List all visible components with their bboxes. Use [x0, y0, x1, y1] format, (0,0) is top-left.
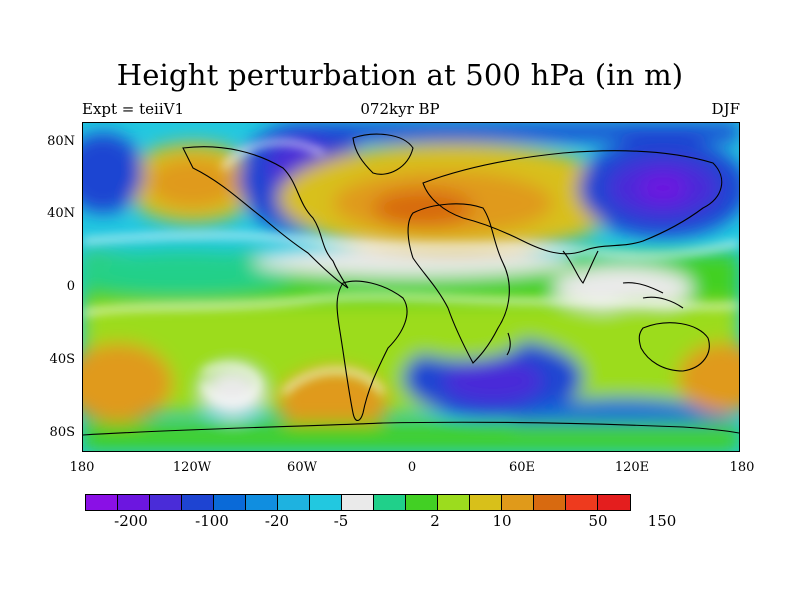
colorbar-label: 2 — [430, 512, 440, 530]
experiment-label: Expt = teiiV1 — [82, 100, 185, 118]
colorbar-label: 10 — [492, 512, 512, 530]
lon-label-180e: 180 — [729, 460, 755, 475]
coastlines — [83, 133, 739, 436]
time-label: 072kyr BP — [360, 100, 440, 118]
lon-label-60e: 60E — [508, 460, 536, 475]
colorbar-label: 50 — [588, 512, 608, 530]
colorbar-label: -20 — [264, 512, 290, 530]
map-title: Height perturbation at 500 hPa (in m) — [116, 58, 684, 92]
colorbar-cell — [150, 495, 182, 510]
field-region — [83, 133, 143, 213]
season-label: DJF — [711, 100, 740, 118]
colorbar-cell — [342, 495, 374, 510]
field-region — [403, 316, 523, 360]
lat-label-80s: 80S — [49, 425, 75, 440]
colorbar-cell — [182, 495, 214, 510]
field-region — [313, 123, 739, 141]
colorbar-label: -200 — [114, 512, 148, 530]
colorbar-cell — [598, 495, 630, 510]
field-region — [278, 368, 388, 438]
field-region — [638, 173, 688, 203]
lon-label-0: 0 — [407, 460, 417, 475]
colorbar-cell — [86, 495, 118, 510]
field-region — [253, 245, 573, 277]
colorbar-cell — [470, 495, 502, 510]
colorbar-cell — [118, 495, 150, 510]
colorbar-cell — [502, 495, 534, 510]
colorbar-cell — [406, 495, 438, 510]
colorbar-cell — [310, 495, 342, 510]
colorbar-cell — [534, 495, 566, 510]
lon-label-120e: 120E — [614, 460, 650, 475]
lon-label-60w: 60W — [287, 460, 317, 475]
field-region — [678, 343, 739, 413]
field-region — [83, 343, 173, 423]
lat-label-0: 0 — [66, 279, 75, 294]
colorbar-label: 150 — [647, 512, 677, 530]
field-region — [83, 251, 293, 295]
lat-label-80n: 80N — [47, 134, 75, 149]
lon-label-180w: 180 — [69, 460, 95, 475]
colorbar-cell — [374, 495, 406, 510]
field-region — [83, 423, 739, 451]
field-region — [443, 359, 543, 403]
colorbar-label: -5 — [333, 512, 349, 530]
colorbar-cell — [278, 495, 310, 510]
colorbar-cell — [438, 495, 470, 510]
colorbar-label: -100 — [195, 512, 229, 530]
colorbar-cell — [246, 495, 278, 510]
zero-contours — [83, 140, 739, 404]
field-region — [373, 190, 473, 226]
colorbar-cell — [214, 495, 246, 510]
lat-label-40s: 40S — [49, 352, 75, 367]
colorbar-cell — [566, 495, 598, 510]
colorbar — [85, 494, 631, 511]
height-perturbation-map — [83, 123, 739, 451]
field-region — [148, 158, 238, 208]
lon-label-120w: 120W — [172, 460, 212, 475]
map-panel — [82, 122, 740, 452]
field-region — [203, 368, 263, 418]
lat-label-40n: 40N — [47, 206, 75, 221]
